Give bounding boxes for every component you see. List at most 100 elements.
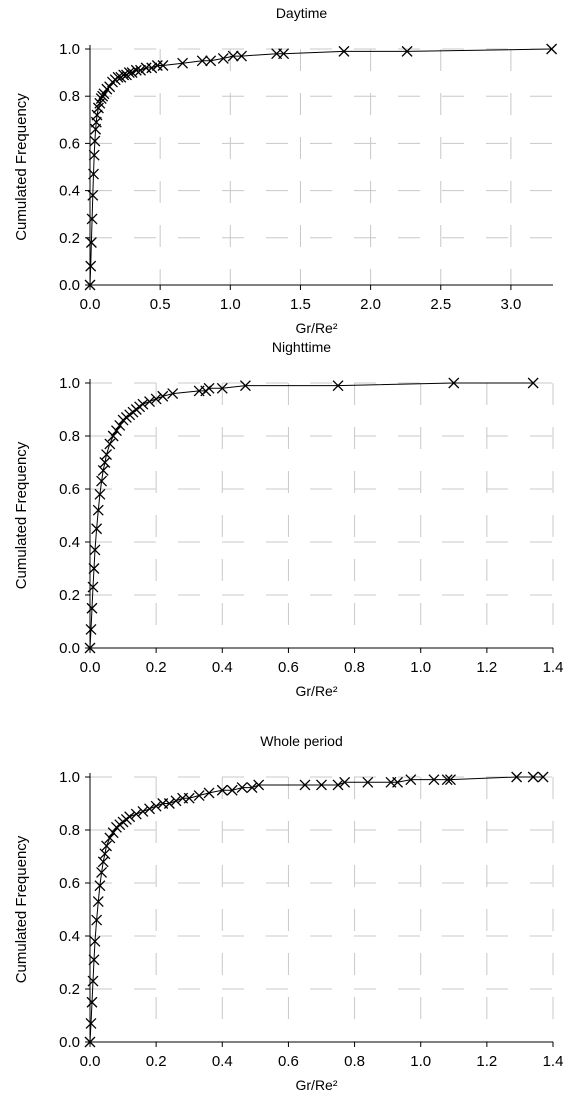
y-tick-label: 0.6 xyxy=(59,135,80,152)
x-tick-label: 0.6 xyxy=(278,1053,299,1070)
data-point-marker xyxy=(94,880,106,892)
y-tick-label: 0.4 xyxy=(59,183,80,200)
y-tick-label: 0.8 xyxy=(59,428,80,445)
data-point-marker xyxy=(405,774,417,786)
data-point-marker xyxy=(236,782,248,794)
x-axis-label: Gr/Re² xyxy=(296,320,338,336)
data-point-marker xyxy=(137,805,149,817)
data-point-marker xyxy=(130,64,142,76)
data-point-marker xyxy=(84,279,96,291)
data-point-marker xyxy=(97,90,109,102)
data-point-marker xyxy=(144,803,155,815)
data-point-marker xyxy=(140,62,152,74)
x-tick-label: 0.0 xyxy=(80,659,101,676)
data-point-marker xyxy=(338,45,350,57)
data-point-marker xyxy=(239,380,251,392)
data-point-marker xyxy=(332,380,344,392)
x-tick-label: 0.8 xyxy=(344,1053,365,1070)
data-point-marker xyxy=(537,771,549,783)
data-point-marker xyxy=(183,792,195,804)
x-tick-label: 1.4 xyxy=(543,1053,564,1070)
data-point-marker xyxy=(203,382,215,394)
data-point-marker xyxy=(89,544,101,556)
data-point-marker xyxy=(193,790,205,802)
data-point-marker xyxy=(362,776,374,788)
data-point-marker xyxy=(157,60,169,71)
data-point-marker xyxy=(130,808,142,820)
x-tick-label: 1.0 xyxy=(410,659,431,676)
x-tick-label: 1.0 xyxy=(410,1053,431,1070)
data-point-marker xyxy=(332,779,344,791)
y-axis-label: Cumulated Frequency xyxy=(13,441,30,589)
y-tick-label: 0.0 xyxy=(59,1034,80,1051)
data-point-marker xyxy=(167,388,179,400)
data-point-marker xyxy=(94,488,106,500)
data-point-marker xyxy=(392,776,404,788)
data-point-marker xyxy=(216,382,228,394)
data-point-marker xyxy=(150,800,162,812)
y-tick-label: 1.0 xyxy=(59,769,80,786)
x-tick-label: 0.6 xyxy=(278,659,299,676)
data-point-marker xyxy=(85,623,97,635)
y-tick-label: 0.8 xyxy=(59,822,80,839)
y-axis-label: Cumulated Frequency xyxy=(13,93,30,241)
data-point-marker xyxy=(88,149,100,161)
y-tick-label: 0.4 xyxy=(59,534,80,551)
data-point-marker xyxy=(86,213,98,225)
y-tick-label: 0.4 xyxy=(59,928,80,945)
y-tick-label: 0.2 xyxy=(59,587,80,604)
y-tick-label: 0.2 xyxy=(59,230,80,247)
data-point-marker xyxy=(227,50,239,62)
data-point-marker xyxy=(86,602,98,614)
x-axis-label: Gr/Re² xyxy=(296,683,338,699)
chart-panel-3: 0.0 0.2 0.4 0.6 0.8 1.0 0.0 0.2 0.4 0.6 0.8 1.0 1.2 1… xyxy=(13,733,563,1093)
data-point-marker xyxy=(445,774,456,786)
chart-panel-1: 0.0 0.2 0.4 0.6 0.8 1.0 0.0 0.5 1.0 1.5 2.0 2.5 3.0 D… xyxy=(13,5,558,336)
data-point-marker xyxy=(527,771,539,783)
data-point-marker xyxy=(85,260,97,272)
data-point-marker xyxy=(170,795,182,807)
data-point-marker xyxy=(196,55,208,67)
data-point-marker xyxy=(339,776,351,788)
data-point-marker xyxy=(278,48,290,60)
data-point-marker xyxy=(428,774,440,786)
data-point-marker xyxy=(96,866,108,878)
data-point-marker xyxy=(253,779,265,791)
x-tick-label: 2.0 xyxy=(360,296,381,313)
x-tick-label: 0.8 xyxy=(344,659,365,676)
data-point-marker xyxy=(401,45,413,57)
data-point-marker xyxy=(163,798,175,809)
data-point-marker xyxy=(91,914,103,926)
data-point-marker xyxy=(137,398,149,410)
data-point-marker xyxy=(104,438,116,450)
chart-title: Daytime xyxy=(276,5,328,21)
data-point-marker xyxy=(123,67,135,79)
data-point-marker xyxy=(216,784,228,796)
x-tick-label: 3.0 xyxy=(500,296,521,313)
x-tick-label: 0.4 xyxy=(212,659,233,676)
data-point-marker xyxy=(101,449,112,461)
data-point-marker xyxy=(85,237,97,248)
y-tick-label: 1.0 xyxy=(59,375,80,392)
x-tick-label: 0.0 xyxy=(80,1053,101,1070)
data-point-marker xyxy=(511,771,523,783)
y-tick-label: 0.2 xyxy=(59,981,80,998)
data-point-marker xyxy=(246,782,258,794)
y-tick-label: 0.6 xyxy=(59,481,80,498)
data-point-marker xyxy=(203,787,215,799)
data-point-marker xyxy=(217,52,229,64)
data-point-marker xyxy=(87,581,99,593)
series-line xyxy=(89,776,544,1043)
data-point-marker xyxy=(89,135,101,147)
data-point-marker xyxy=(92,504,104,516)
data-point-marker xyxy=(151,60,163,71)
data-point-marker xyxy=(114,419,126,431)
y-tick-label: 0.0 xyxy=(59,640,80,657)
data-point-marker xyxy=(88,168,99,180)
data-point-marker xyxy=(87,189,99,201)
data-point-marker xyxy=(118,69,130,81)
x-tick-label: 1.2 xyxy=(476,659,497,676)
data-point-marker xyxy=(107,430,119,442)
data-point-marker xyxy=(299,779,311,791)
